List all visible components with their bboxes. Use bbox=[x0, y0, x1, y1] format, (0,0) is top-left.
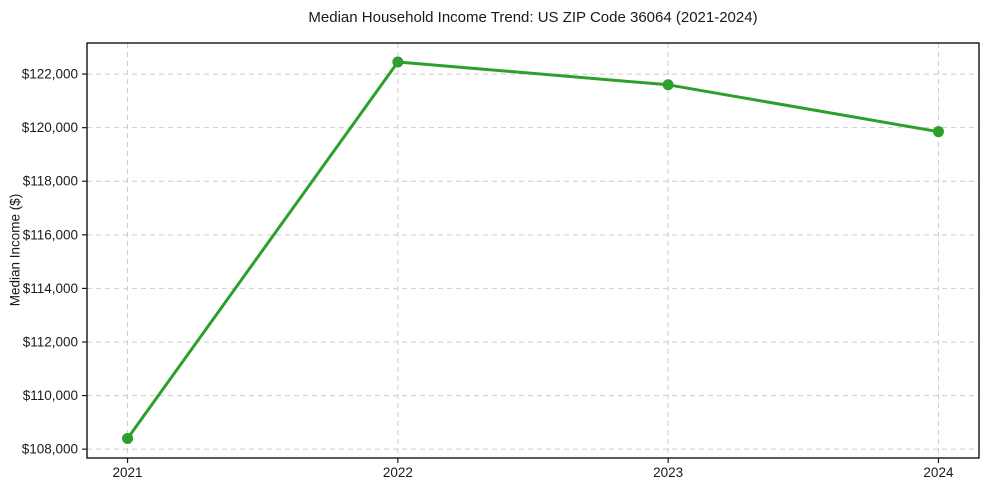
trend-line bbox=[126, 60, 940, 440]
y-tick-label: $108,000 bbox=[22, 442, 78, 457]
data-point-2022 bbox=[392, 56, 404, 68]
x-tick-label: 2022 bbox=[383, 465, 413, 480]
data-point-2023 bbox=[662, 79, 674, 91]
y-tick-label: $118,000 bbox=[23, 174, 78, 189]
chart-title: Median Household Income Trend: US ZIP Co… bbox=[308, 9, 758, 26]
x-tick-label: 2021 bbox=[113, 465, 143, 480]
y-tick-label: $112,000 bbox=[23, 334, 78, 349]
y-tick-label: $110,000 bbox=[23, 388, 78, 403]
y-tick-label: $114,000 bbox=[23, 281, 78, 296]
x-tick-label: 2024 bbox=[923, 465, 954, 480]
plot-border bbox=[86, 42, 980, 459]
y-tick-label: $120,000 bbox=[22, 120, 78, 135]
y-tick-label: $116,000 bbox=[23, 227, 78, 242]
y-tick-label: $122,000 bbox=[22, 67, 78, 82]
data-point-2021 bbox=[122, 432, 134, 444]
x-tick-label: 2023 bbox=[653, 465, 683, 480]
data-point-2024 bbox=[932, 126, 944, 138]
